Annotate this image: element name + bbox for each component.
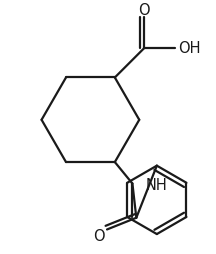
Text: O: O — [138, 3, 150, 18]
Text: NH: NH — [146, 178, 168, 193]
Text: O: O — [93, 229, 105, 244]
Text: OH: OH — [178, 41, 201, 56]
